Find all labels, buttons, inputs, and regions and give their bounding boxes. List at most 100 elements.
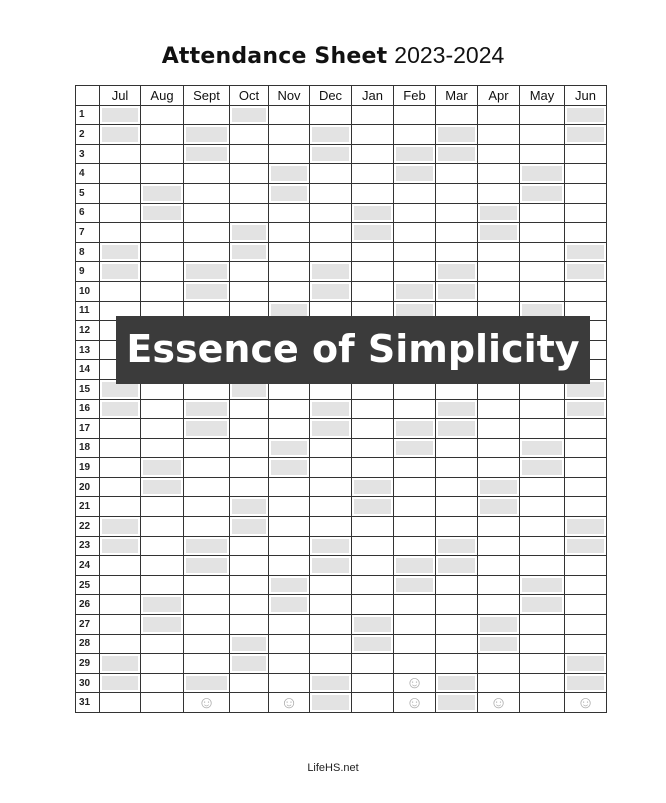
attendance-cell[interactable]: [393, 124, 436, 145]
attendance-cell[interactable]: [564, 574, 607, 596]
attendance-cell[interactable]: [519, 476, 565, 498]
attendance-cell[interactable]: [519, 241, 565, 263]
attendance-cell[interactable]: [229, 202, 269, 224]
attendance-cell[interactable]: [229, 555, 269, 576]
attendance-cell[interactable]: [229, 163, 269, 184]
attendance-cell[interactable]: [140, 418, 184, 439]
attendance-cell[interactable]: [99, 692, 141, 713]
attendance-cell[interactable]: [309, 653, 352, 674]
attendance-cell[interactable]: [351, 182, 394, 204]
attendance-cell[interactable]: [393, 143, 436, 165]
attendance-cell[interactable]: [351, 594, 394, 616]
attendance-cell[interactable]: [477, 496, 520, 518]
attendance-cell[interactable]: [99, 182, 141, 204]
attendance-cell[interactable]: [477, 222, 520, 243]
attendance-cell[interactable]: [519, 124, 565, 145]
attendance-cell[interactable]: [99, 241, 141, 263]
attendance-cell[interactable]: [183, 574, 230, 596]
attendance-cell[interactable]: [393, 398, 436, 420]
attendance-cell[interactable]: [268, 476, 310, 498]
attendance-cell[interactable]: [519, 614, 565, 635]
attendance-cell[interactable]: [140, 398, 184, 420]
attendance-cell[interactable]: [564, 672, 607, 694]
attendance-cell[interactable]: [183, 614, 230, 635]
attendance-cell[interactable]: [393, 222, 436, 243]
attendance-cell[interactable]: [229, 261, 269, 282]
attendance-cell[interactable]: [435, 182, 478, 204]
attendance-cell[interactable]: [140, 633, 184, 655]
attendance-cell[interactable]: [519, 496, 565, 518]
attendance-cell[interactable]: [393, 516, 436, 537]
attendance-cell[interactable]: [309, 437, 352, 459]
attendance-cell[interactable]: [99, 143, 141, 165]
attendance-cell[interactable]: [393, 574, 436, 596]
attendance-cell[interactable]: [183, 280, 230, 302]
attendance-cell[interactable]: [309, 398, 352, 420]
attendance-cell[interactable]: [99, 496, 141, 518]
attendance-cell[interactable]: [268, 182, 310, 204]
attendance-cell[interactable]: [351, 555, 394, 576]
attendance-cell[interactable]: [435, 222, 478, 243]
attendance-cell[interactable]: [351, 633, 394, 655]
attendance-cell[interactable]: [229, 476, 269, 498]
attendance-cell[interactable]: [477, 398, 520, 420]
attendance-cell[interactable]: [477, 163, 520, 184]
attendance-cell[interactable]: [268, 594, 310, 616]
attendance-cell[interactable]: [183, 496, 230, 518]
attendance-cell[interactable]: [435, 457, 478, 478]
attendance-cell[interactable]: [435, 163, 478, 184]
attendance-cell[interactable]: [99, 418, 141, 439]
attendance-cell[interactable]: [229, 516, 269, 537]
attendance-cell[interactable]: [564, 202, 607, 224]
attendance-cell[interactable]: [435, 672, 478, 694]
attendance-cell[interactable]: [393, 241, 436, 263]
attendance-cell[interactable]: [268, 104, 310, 126]
attendance-cell[interactable]: [229, 104, 269, 126]
attendance-cell[interactable]: [519, 261, 565, 282]
attendance-cell[interactable]: [183, 516, 230, 537]
attendance-cell[interactable]: [435, 280, 478, 302]
attendance-cell[interactable]: [393, 104, 436, 126]
attendance-cell[interactable]: [309, 672, 352, 694]
attendance-cell[interactable]: [309, 104, 352, 126]
attendance-cell[interactable]: [140, 653, 184, 674]
attendance-cell[interactable]: [268, 535, 310, 557]
attendance-cell[interactable]: [140, 594, 184, 616]
attendance-cell[interactable]: [435, 398, 478, 420]
attendance-cell[interactable]: [268, 496, 310, 518]
attendance-cell[interactable]: [99, 672, 141, 694]
attendance-cell[interactable]: [393, 280, 436, 302]
attendance-cell[interactable]: [477, 261, 520, 282]
attendance-cell[interactable]: [519, 555, 565, 576]
attendance-cell[interactable]: [229, 398, 269, 420]
attendance-cell[interactable]: [99, 594, 141, 616]
attendance-cell[interactable]: [564, 476, 607, 498]
attendance-cell[interactable]: [477, 437, 520, 459]
attendance-cell[interactable]: [393, 614, 436, 635]
attendance-cell[interactable]: [268, 555, 310, 576]
attendance-cell[interactable]: [519, 574, 565, 596]
attendance-cell[interactable]: [99, 398, 141, 420]
attendance-cell[interactable]: [477, 594, 520, 616]
attendance-cell[interactable]: [477, 555, 520, 576]
attendance-cell[interactable]: [564, 222, 607, 243]
attendance-cell[interactable]: [477, 124, 520, 145]
attendance-cell[interactable]: [435, 496, 478, 518]
attendance-cell[interactable]: [309, 457, 352, 478]
attendance-cell[interactable]: [309, 182, 352, 204]
attendance-cell[interactable]: [183, 163, 230, 184]
attendance-cell[interactable]: [435, 653, 478, 674]
attendance-cell[interactable]: [477, 280, 520, 302]
attendance-cell[interactable]: [393, 594, 436, 616]
attendance-cell[interactable]: [229, 280, 269, 302]
attendance-cell[interactable]: [564, 633, 607, 655]
attendance-cell[interactable]: [99, 457, 141, 478]
attendance-cell[interactable]: [351, 202, 394, 224]
attendance-cell[interactable]: [140, 496, 184, 518]
attendance-cell[interactable]: [564, 496, 607, 518]
attendance-cell[interactable]: [309, 143, 352, 165]
attendance-cell[interactable]: [140, 261, 184, 282]
attendance-cell[interactable]: [393, 653, 436, 674]
attendance-cell[interactable]: [140, 535, 184, 557]
attendance-cell[interactable]: [519, 535, 565, 557]
